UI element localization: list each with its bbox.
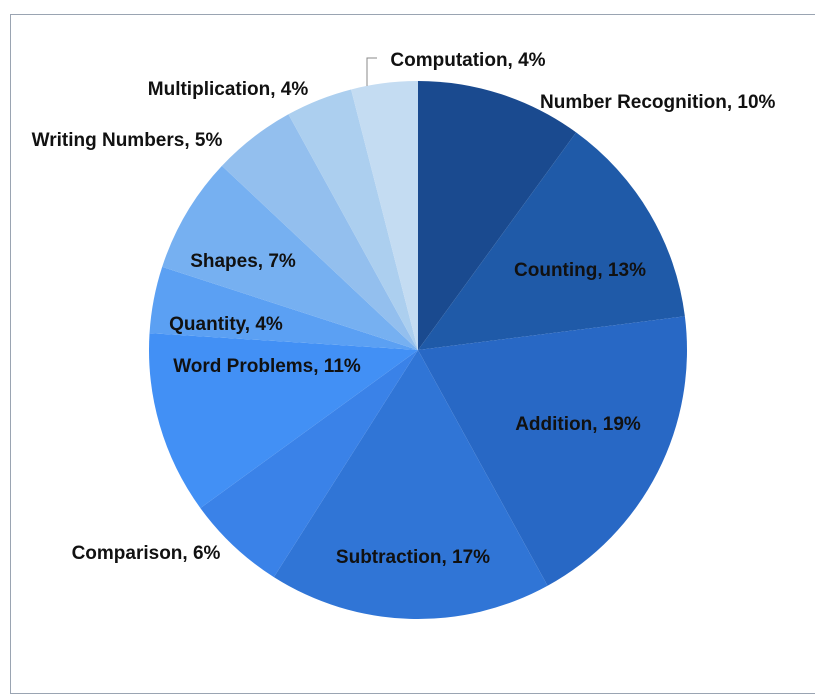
slice-label-addition: Addition, 19%	[515, 414, 641, 435]
slice-label-multiplication: Multiplication, 4%	[148, 79, 309, 100]
pie-slice-addition	[418, 316, 688, 586]
pie-slice-shapes	[162, 165, 418, 350]
pie-labels: Number Recognition, 10% Counting, 13% Addi…	[32, 50, 776, 568]
computation-leader-line	[366, 57, 377, 86]
slice-label-number-recognition: Number Recognition, 10%	[540, 92, 776, 113]
slice-label-computation: Computation, 4%	[390, 50, 545, 71]
pie-chart: Number Recognition, 10% Counting, 13% Addi…	[32, 50, 776, 620]
slice-label-word-problems: Word Problems, 11%	[173, 356, 361, 377]
pie-slice-word-problems	[148, 333, 418, 509]
slice-label-quantity: Quantity, 4%	[169, 314, 283, 335]
pie-slice-number-recognition	[418, 81, 577, 350]
pie-slice-quantity	[149, 266, 418, 350]
pie-slice-multiplication	[288, 89, 418, 350]
slice-label-subtraction: Subtraction, 17%	[336, 547, 490, 568]
pie-slice-writing-numbers	[221, 114, 418, 351]
slice-label-counting: Counting, 13%	[514, 260, 646, 281]
pie-slice-comparison	[200, 350, 418, 578]
pie-slices	[148, 80, 688, 620]
pie-slice-subtraction	[273, 350, 548, 620]
slice-label-shapes: Shapes, 7%	[190, 251, 296, 272]
pie-slice-counting	[418, 132, 685, 350]
pie-slice-computation	[351, 80, 418, 350]
slice-label-comparison: Comparison, 6%	[72, 543, 221, 564]
slice-label-writing-numbers: Writing Numbers, 5%	[32, 130, 223, 151]
